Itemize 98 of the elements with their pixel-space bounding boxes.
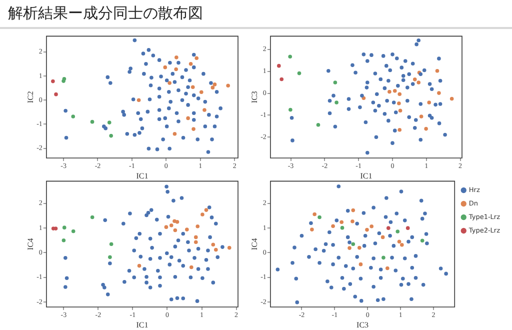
point	[190, 85, 195, 89]
x-axis-title: IC3	[356, 320, 369, 330]
point	[331, 224, 335, 228]
point	[297, 71, 302, 76]
point	[277, 64, 281, 68]
point	[202, 108, 206, 112]
point	[397, 240, 402, 244]
point	[398, 108, 402, 112]
point	[370, 224, 374, 228]
point	[194, 235, 198, 240]
point	[173, 228, 178, 232]
point	[358, 246, 362, 250]
point	[424, 126, 428, 131]
point	[419, 114, 424, 118]
point	[288, 54, 292, 59]
point	[227, 246, 232, 250]
point	[168, 81, 172, 85]
point	[214, 248, 218, 252]
point	[351, 242, 356, 246]
point	[54, 92, 58, 96]
point	[194, 56, 199, 60]
point	[334, 100, 338, 104]
point	[210, 86, 215, 90]
point	[190, 265, 194, 270]
y-axis-title: IC4	[250, 238, 259, 250]
point	[109, 134, 113, 138]
y-axis-title: IC3	[250, 91, 259, 104]
point	[188, 62, 193, 66]
point	[288, 108, 292, 112]
point	[397, 101, 401, 106]
point	[204, 208, 208, 212]
point	[427, 100, 432, 104]
point	[137, 264, 142, 268]
point	[185, 228, 189, 232]
point	[90, 120, 94, 124]
point	[192, 127, 196, 131]
point	[400, 242, 404, 247]
point	[398, 92, 402, 96]
point	[350, 220, 354, 224]
point	[388, 90, 392, 94]
point	[398, 128, 402, 132]
point	[382, 256, 386, 260]
point	[196, 224, 200, 228]
point	[211, 242, 216, 246]
point	[340, 226, 344, 230]
point	[416, 80, 420, 84]
point	[62, 76, 66, 81]
point	[358, 262, 363, 266]
point	[199, 90, 204, 94]
point	[333, 80, 338, 84]
point	[175, 220, 180, 224]
point	[62, 238, 66, 242]
y-axis-title: IC2	[26, 91, 35, 104]
point	[174, 56, 178, 60]
point	[71, 114, 76, 118]
point	[136, 98, 141, 102]
point	[365, 228, 369, 232]
point	[396, 230, 400, 234]
point	[109, 242, 114, 246]
point	[62, 226, 66, 230]
point	[164, 225, 168, 229]
point	[435, 68, 440, 73]
point	[51, 79, 55, 84]
point	[386, 266, 390, 270]
point	[392, 88, 397, 93]
point	[169, 223, 174, 228]
point	[412, 78, 417, 82]
point	[310, 228, 314, 232]
point	[194, 240, 198, 244]
point	[186, 116, 190, 120]
point	[316, 122, 320, 127]
point	[163, 65, 168, 70]
point	[107, 120, 112, 124]
x-axis-title: IC1	[360, 171, 372, 180]
point	[348, 246, 352, 250]
point	[406, 226, 410, 230]
point	[386, 226, 390, 230]
chart-title: 解析結果ー成分同士の散布図	[8, 4, 203, 23]
point	[174, 67, 178, 72]
point	[380, 235, 385, 240]
point	[351, 208, 356, 212]
point	[340, 220, 344, 224]
point	[437, 91, 441, 95]
point	[108, 255, 112, 260]
x-axis-title: IC1	[136, 171, 148, 180]
point	[312, 212, 316, 216]
x-axis-title: IC1	[136, 320, 148, 330]
point	[318, 215, 322, 220]
point	[90, 215, 94, 220]
y-axis-title: IC4	[26, 238, 35, 250]
point	[280, 77, 284, 82]
point	[71, 229, 76, 234]
point	[226, 84, 230, 88]
point	[420, 238, 424, 243]
point	[200, 212, 204, 216]
point	[172, 132, 177, 136]
point	[450, 96, 454, 101]
point	[212, 82, 217, 86]
